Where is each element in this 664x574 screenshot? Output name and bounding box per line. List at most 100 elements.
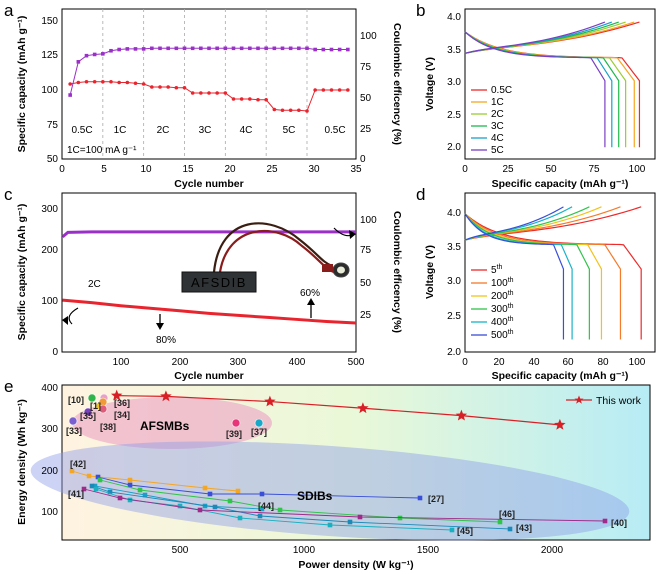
ref-label: [44] (258, 501, 274, 511)
panel-a-ytick: 125 (41, 50, 58, 61)
this-work-star (111, 389, 123, 401)
panel-b-xtick: 100 (629, 164, 646, 175)
ref-label: [27] (428, 494, 444, 504)
panel-e: e AFSMBs SDIBs [10] [1] [36] [35] [34] [… (4, 377, 651, 571)
panel-e-this-work (111, 389, 566, 430)
legend-item: 500th (471, 329, 514, 341)
capacity-point (133, 81, 138, 86)
panel-a-ytick: 150 (41, 16, 58, 27)
legend-num: 300 (491, 304, 508, 315)
ce-point (297, 46, 301, 51)
panel-c: c 100 200 300 400 500 0 100 200 300 25 5… (4, 185, 403, 382)
literature-point (68, 416, 78, 426)
literature-point (235, 488, 241, 494)
literature-point (207, 491, 213, 497)
capacity-point (182, 85, 187, 90)
panel-d: d 0 20 40 60 80 100 2.0 2.5 3.0 3.5 4.0 … (416, 185, 656, 382)
ce-point (199, 46, 203, 51)
legend-item: 1C (471, 97, 504, 108)
legend-label: 0.5C (491, 85, 512, 96)
literature-point (231, 418, 241, 428)
legend-label: This work (596, 395, 642, 407)
rate-label: 4C (240, 125, 253, 136)
ce-point (256, 46, 260, 51)
panel-b-xtick: 50 (545, 164, 557, 175)
capacity-point (264, 97, 268, 102)
panel-b-xtick: 25 (502, 164, 514, 175)
literature-point (98, 404, 108, 414)
panel-d-ylabel: Voltage (V) (424, 245, 436, 299)
capacity-point (158, 85, 162, 89)
legend-sup: th (508, 329, 514, 336)
capacity-point (337, 88, 342, 92)
panel-d-legend: 5th 100th 200th 300th 400th 500th (471, 264, 514, 341)
panel-b-ylabel: Voltage (V) (424, 57, 436, 111)
panel-e-ytick: 100 (41, 507, 58, 518)
panel-e-xtick: 500 (172, 545, 189, 556)
ref-label: [1] (90, 401, 101, 411)
panel-a-ytick: 75 (47, 120, 59, 131)
ce-point (248, 46, 252, 51)
panel-e-ylabel: Energy density (Wh kg⁻¹) (16, 399, 28, 525)
ce-point (346, 47, 350, 52)
literature-point (92, 483, 98, 489)
group-label-sdibs: SDIBs (297, 489, 333, 503)
wire-dark (212, 222, 333, 273)
literature-point (327, 522, 333, 528)
panel-a-ytick: 50 (47, 154, 59, 165)
capacity-point (346, 88, 350, 92)
literature-point (127, 497, 133, 503)
panel-e-xticks: 500 1000 1500 2000 (172, 545, 564, 556)
capacity-point (223, 91, 228, 95)
ce-point (174, 46, 179, 51)
legend-item: 100th (471, 277, 514, 289)
panel-a-note: 1C=100 mA g⁻¹ (67, 145, 137, 156)
panel-c-label: c (4, 185, 13, 204)
literature-point (177, 503, 183, 509)
ce-line (69, 47, 348, 96)
panel-a-marks (68, 46, 350, 113)
literature-point (69, 468, 75, 474)
capacity-point (92, 79, 97, 84)
ce-point (321, 47, 326, 52)
legend-item: 3C (471, 121, 504, 132)
panel-c-xtick: 400 (289, 357, 306, 368)
literature-point (259, 506, 265, 512)
literature-point (86, 473, 92, 479)
capacity-point (280, 108, 285, 113)
capacity-point (125, 80, 130, 85)
legend-num: 500 (491, 330, 508, 341)
literature-point (254, 418, 264, 428)
capacity-point (248, 97, 252, 101)
literature-point (212, 504, 218, 510)
legend-item: 2C (471, 109, 504, 120)
panel-a: a 0 5 10 15 20 25 30 35 50 75 100 125 15… (4, 1, 403, 190)
panel-d-ytick: 3.5 (447, 242, 461, 253)
literature-point (81, 486, 87, 492)
ce-point (68, 93, 72, 97)
literature-point (357, 514, 363, 520)
panel-a-xtick: 30 (308, 164, 320, 175)
legend-label: 2C (491, 109, 504, 120)
capacity-point (150, 85, 154, 89)
panel-b-xtick: 0 (462, 164, 468, 175)
panel-a-xtick: 0 (59, 164, 65, 175)
arrow-to-left-axis (68, 307, 79, 325)
panel-e-yticks: 100 200 300 400 (41, 383, 58, 518)
panel-e-xlabel: Power density (W kg⁻¹) (298, 559, 413, 571)
literature-point (202, 485, 208, 491)
arrow-head (307, 298, 315, 305)
panel-a-xtick: 20 (224, 164, 236, 175)
panel-d-yticks: 2.0 2.5 3.0 3.5 4.0 (447, 208, 461, 358)
panel-d-label: d (416, 185, 425, 204)
this-work-star (160, 390, 172, 402)
literature-line (95, 488, 453, 531)
ce-point (337, 47, 342, 52)
panel-b: b 0 25 50 75 100 2.0 2.5 3.0 3.5 4.0 Spe… (416, 1, 656, 190)
capacity-point (239, 97, 244, 101)
ce-point (190, 46, 195, 51)
panel-a-xtick: 15 (182, 164, 194, 175)
panel-b-ytick: 2.0 (447, 142, 461, 153)
ref-label: [33] (66, 426, 82, 436)
literature-point (417, 495, 423, 501)
